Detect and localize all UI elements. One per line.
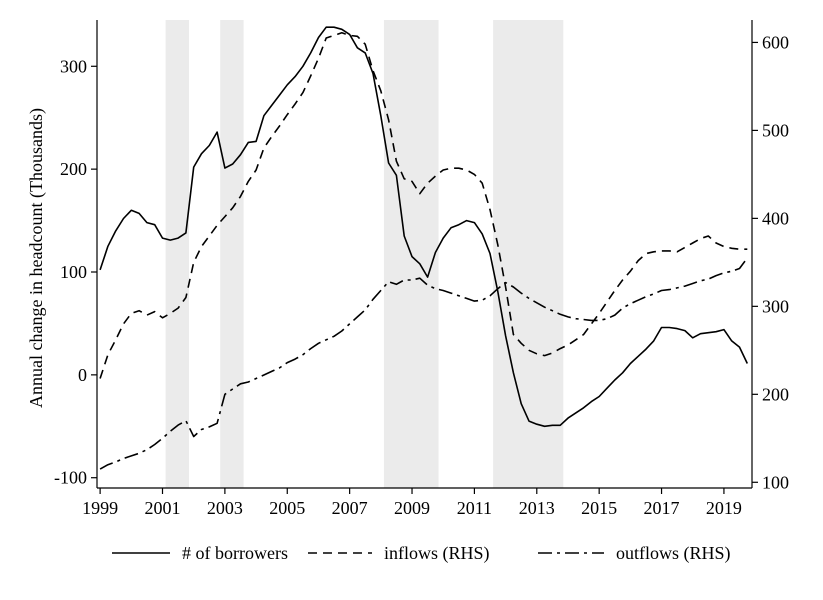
shaded-period [220, 20, 244, 488]
y-tick-label: 200 [60, 159, 87, 179]
shaded-period [493, 20, 564, 488]
shaded-periods [165, 20, 564, 488]
x-tick-label: 2013 [519, 498, 555, 518]
legend-label: outflows (RHS) [616, 543, 731, 564]
y2-tick-label: 500 [762, 120, 789, 140]
y-axis-label: Annual change in headcount (Thousands) [26, 108, 47, 408]
series-line [99, 257, 748, 470]
legend-label: # of borrowers [182, 543, 288, 563]
y-tick-label: 0 [78, 365, 87, 385]
y-tick-label: 100 [60, 262, 87, 282]
x-tick-label: 2001 [145, 498, 181, 518]
x-tick-label: 2009 [394, 498, 430, 518]
y2-tick-label: 600 [762, 32, 789, 52]
legend: # of borrowers inflows (RHS) outflows (RHS… [112, 543, 731, 564]
legend-label: inflows (RHS) [384, 543, 490, 564]
y2-tick-label: 100 [762, 472, 789, 492]
axes: -100 0 100 200 300 100 200 300 400 500 600 1999 2001… [54, 20, 789, 518]
x-tick-label: 2003 [207, 498, 243, 518]
x-tick-label: 2011 [457, 498, 492, 518]
x-tick-label: 2019 [706, 498, 742, 518]
y2-tick-label: 300 [762, 296, 789, 316]
y2-tick-label: 400 [762, 208, 789, 228]
y2-tick-label: 200 [762, 384, 789, 404]
x-tick-label: 2017 [644, 498, 680, 518]
shaded-period [165, 20, 190, 488]
series-lines [99, 26, 749, 470]
series-line [99, 31, 748, 379]
x-tick-label: 2005 [269, 498, 305, 518]
y-tick-label: 300 [60, 56, 87, 76]
x-tick-label: 1999 [82, 498, 118, 518]
y-tick-label: -100 [54, 468, 87, 488]
x-tick-label: 2007 [332, 498, 368, 518]
x-tick-label: 2015 [581, 498, 617, 518]
series-line [99, 26, 749, 428]
